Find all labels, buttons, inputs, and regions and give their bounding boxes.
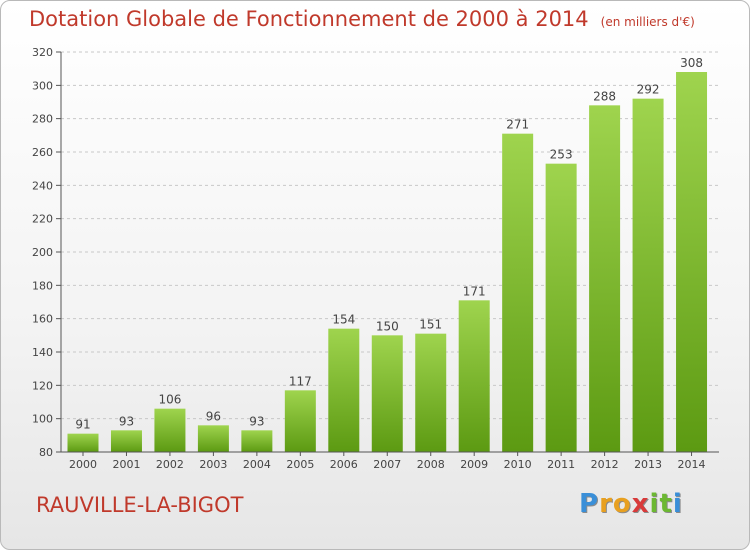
data-label-2002: 106 — [158, 393, 181, 407]
y-tick-label: 100 — [32, 413, 53, 426]
data-label-2001: 93 — [119, 414, 134, 428]
x-tick-label-2005: 2005 — [286, 458, 314, 471]
bar-2008 — [415, 333, 447, 452]
data-label-2006: 154 — [332, 313, 355, 327]
data-label-2009: 171 — [463, 284, 486, 298]
x-tick-label-2002: 2002 — [156, 458, 184, 471]
logo-letter: r — [599, 489, 613, 519]
bar-2011 — [545, 163, 577, 452]
bar-2001 — [110, 430, 142, 452]
logo-letter: P — [579, 489, 600, 519]
x-tick-label-2000: 2000 — [69, 458, 97, 471]
data-label-2014: 308 — [680, 56, 703, 70]
x-tick-label-2014: 2014 — [678, 458, 706, 471]
logo-letter: o — [612, 489, 632, 519]
y-tick-label: 180 — [32, 279, 53, 292]
y-tick-label: 80 — [39, 446, 53, 459]
y-tick-label: 220 — [32, 213, 53, 226]
data-label-2008: 151 — [419, 318, 442, 332]
y-tick-label: 240 — [32, 179, 53, 192]
proxiti-logo[interactable]: Proxiti — [579, 489, 683, 519]
bars-layer — [67, 72, 708, 453]
y-tick-label: 300 — [32, 79, 53, 92]
y-tick-label: 280 — [32, 113, 53, 126]
x-tick-label-2004: 2004 — [243, 458, 271, 471]
chart-title: Dotation Globale de Fonctionnement de 20… — [29, 7, 695, 31]
bar-2005 — [284, 390, 316, 452]
y-tick-label: 200 — [32, 246, 53, 259]
y-tick-label: 260 — [32, 146, 53, 159]
data-label-2005: 117 — [289, 374, 312, 388]
bar-2003 — [197, 425, 229, 452]
bar-2000 — [67, 433, 99, 452]
logo-letter: t — [659, 489, 673, 519]
y-tick-label: 120 — [32, 379, 53, 392]
data-label-2013: 292 — [637, 83, 660, 97]
commune-name: RAUVILLE-LA-BIGOT — [36, 493, 244, 517]
unit-note: (en milliers d'€) — [600, 15, 695, 29]
x-tick-label-2009: 2009 — [460, 458, 488, 471]
x-tick-label-2001: 2001 — [112, 458, 140, 471]
data-label-2012: 288 — [593, 89, 616, 103]
data-label-2010: 271 — [506, 118, 529, 132]
logo-letter: i — [672, 489, 683, 519]
data-label-2003: 96 — [206, 409, 221, 423]
y-tick-label: 160 — [32, 313, 53, 326]
x-tick-label-2003: 2003 — [199, 458, 227, 471]
title-text: Dotation Globale de Fonctionnement de 20… — [29, 7, 589, 31]
bar-2006 — [328, 328, 360, 452]
bar-2007 — [371, 335, 403, 452]
x-tick-label-2007: 2007 — [373, 458, 401, 471]
axis-layer: 80 100 120 140 160 180 200 220 240 260 280 300 320 20… — [32, 46, 719, 471]
x-tick-label-2008: 2008 — [417, 458, 445, 471]
data-label-2004: 93 — [249, 414, 264, 428]
bar-2002 — [154, 408, 186, 452]
data-label-2011: 253 — [550, 148, 573, 162]
bar-2014 — [676, 72, 708, 452]
y-tick-label: 320 — [32, 46, 53, 59]
bar-2013 — [632, 98, 664, 453]
x-tick-label-2006: 2006 — [330, 458, 358, 471]
x-tick-label-2010: 2010 — [504, 458, 532, 471]
x-tick-label-2012: 2012 — [591, 458, 619, 471]
logo-letter: i — [649, 489, 660, 519]
bar-2012 — [589, 105, 621, 452]
logo-letter: x — [631, 489, 650, 519]
bar-2010 — [502, 133, 534, 452]
x-tick-label-2011: 2011 — [547, 458, 575, 471]
y-tick-label: 140 — [32, 346, 53, 359]
labels-layer: 91 93 106 96 93 117 154 150 151 171 271 253 288 292 30… — [75, 56, 703, 432]
bar-2009 — [458, 300, 490, 452]
x-tick-label-2013: 2013 — [634, 458, 662, 471]
bar-2004 — [241, 430, 273, 452]
data-label-2007: 150 — [376, 319, 399, 333]
data-label-2000: 91 — [75, 418, 90, 432]
